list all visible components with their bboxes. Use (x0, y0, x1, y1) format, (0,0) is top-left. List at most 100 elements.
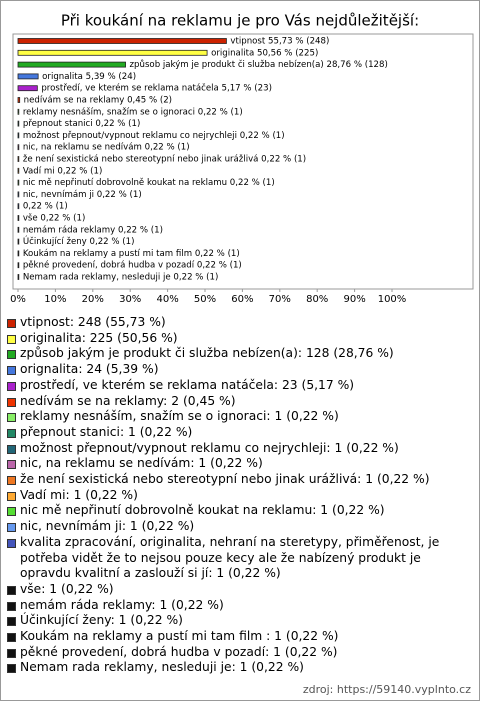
legend-label: Účinkující ženy: 1 (0,22 %) (20, 613, 183, 628)
legend-label: kvalita zpracování, originalita, nehraní… (20, 534, 440, 581)
bar (17, 179, 20, 186)
bar (17, 49, 208, 56)
legend-label: nic, na reklamu se nedívám: 1 (0,22 %) (20, 456, 263, 471)
legend-label: že není sexistická nebo stereotypní nebo… (20, 472, 430, 487)
legend-swatch (7, 523, 16, 533)
legend-item: nic, nevnímám ji: 1 (0,22 %) (7, 519, 469, 535)
legend-swatch (7, 476, 16, 486)
legend-item: nic, na reklamu se nedívám: 1 (0,22 %) (7, 456, 469, 472)
legend-item: originalita: 225 (50,56 %) (7, 331, 469, 347)
legend-item: nedívám se na reklamy: 2 (0,45 %) (7, 394, 469, 410)
legend-label: originalita: 225 (50,56 %) (20, 330, 178, 345)
legend-swatch (7, 444, 16, 454)
legend-label: nic mě nepřinutí dobrovolně koukat na re… (20, 503, 385, 518)
legend-swatch (7, 664, 16, 674)
bar (17, 132, 20, 139)
x-tick-label: 30% (119, 294, 141, 305)
legend: vtipnost: 248 (55,73 %) originalita: 225 … (7, 315, 469, 676)
legend-item: vše: 1 (0,22 %) (7, 582, 469, 598)
value-label: přepnout stanici 0,22 % (1) (23, 119, 141, 129)
legend-swatch (7, 413, 16, 423)
bar (17, 108, 20, 115)
legend-item: orignalita: 24 (5,39 %) (7, 362, 469, 378)
legend-label: nedívám se na reklamy: 2 (0,45 %) (20, 393, 236, 408)
chart: Při koukání na reklamu je pro Vás nejdůl… (10, 12, 474, 305)
legend-swatch (7, 381, 16, 391)
value-label: pěkné provedení, dobrá hudba v pozadí 0,… (23, 260, 242, 271)
bar (17, 156, 20, 162)
legend-label: vtipnost: 248 (55,73 %) (20, 315, 166, 329)
value-label: vtipnost 55,73 % (248) (230, 37, 329, 47)
bar (17, 238, 20, 245)
legend-swatch (7, 460, 16, 470)
legend-swatch (7, 648, 16, 658)
legend-label: vše: 1 (0,22 %) (20, 581, 114, 596)
value-label: nic, na reklamu se nedívám 0,22 % (1) (23, 143, 190, 153)
bar (17, 73, 39, 80)
legend-label: přepnout stanici: 1 (0,22 %) (20, 424, 193, 439)
legend-swatch (7, 334, 16, 344)
legend-swatch (7, 585, 16, 595)
x-tick-label: 20% (82, 294, 104, 305)
legend-label: nic, nevnímám ji: 1 (0,22 %) (20, 519, 195, 534)
legend-label: pěkné provedení, dobrá hudba v pozadí: 1… (20, 644, 338, 659)
x-tick-label: 80% (306, 294, 328, 305)
legend-label: možnost přepnout/vypnout reklamu co nejr… (20, 440, 399, 455)
value-label: že není sexistická nebo stereotypní nebo… (23, 155, 306, 165)
legend-item: kvalita zpracování, originalita, nehraní… (7, 535, 469, 582)
value-label: orignalita 5,39 % (24) (42, 72, 136, 82)
legend-label: prostředí, ve kterém se reklama natáčela… (20, 377, 355, 392)
legend-swatch (7, 538, 16, 548)
legend-item: Vadí mi: 1 (0,22 %) (7, 488, 469, 504)
legend-swatch (7, 617, 16, 627)
x-tick-label: 50% (194, 294, 216, 305)
legend-label: reklamy nesnáším, snažím se o ignoraci: … (20, 409, 339, 424)
legend-item: nic mě nepřinutí dobrovolně koukat na re… (7, 503, 469, 519)
legend-item: prostředí, ve kterém se reklama natáčela… (7, 378, 469, 394)
legend-swatch (7, 491, 16, 501)
bar (17, 262, 20, 269)
bar (17, 97, 21, 103)
legend-swatch (7, 428, 16, 438)
source: zdroj: https://59140.vyplnto.cz (302, 683, 471, 696)
chart-title: Při koukání na reklamu je pro Vás nejdůl… (61, 12, 419, 30)
legend-item: možnost přepnout/vypnout reklamu co nejr… (7, 441, 469, 457)
value-label: způsob jakým je produkt či služba nebíze… (130, 59, 388, 70)
bar (17, 85, 38, 92)
legend-item: Koukám na reklamy a pustí mi tam film : … (7, 629, 469, 645)
bar (17, 167, 20, 174)
bar (17, 38, 227, 44)
x-tick-label: 90% (343, 294, 365, 305)
legend-item: Účinkující ženy: 1 (0,22 %) (7, 613, 469, 629)
x-tick-label: 100% (378, 294, 407, 305)
legend-item: nemám ráda reklamy: 1 (0,22 %) (7, 598, 469, 614)
legend-label: Nemam rada reklamy, nesleduji je: 1 (0,2… (20, 660, 304, 675)
value-label: originalita 50,56 % (225) (211, 48, 318, 58)
legend-label: orignalita: 24 (5,39 %) (20, 362, 159, 377)
legend-label: Vadí mi: 1 (0,22 %) (20, 487, 138, 502)
legend-swatch (7, 319, 16, 328)
bar (17, 120, 20, 127)
value-label: Účinkující ženy 0,22 % (1) (23, 235, 135, 247)
value-label: nedívám se na reklamy 0,45 % (2) (24, 96, 172, 106)
value-label: nemám ráda reklamy 0,22 % (1) (23, 225, 163, 235)
legend-item: pěkné provedení, dobrá hudba v pozadí: 1… (7, 645, 469, 661)
legend-swatch (7, 507, 16, 517)
bar (17, 226, 20, 233)
value-label: reklamy nesnáším, snažím se o ignoraci 0… (23, 106, 243, 117)
legend-label: nemám ráda reklamy: 1 (0,22 %) (20, 597, 224, 612)
value-label: vše 0,22 % (1) (23, 213, 86, 224)
bar (17, 215, 20, 221)
value-label: Vadí mi 0,22 % (1) (23, 166, 102, 176)
bar (17, 203, 20, 210)
legend-label: způsob jakým je produkt či služba nebíze… (20, 346, 394, 361)
legend-swatch (7, 350, 16, 360)
bar (17, 144, 20, 151)
x-tick-label: 40% (156, 294, 178, 305)
legend-swatch (7, 601, 16, 611)
legend-item: přepnout stanici: 1 (0,22 %) (7, 425, 469, 441)
bar (17, 250, 20, 257)
plot-frame (12, 33, 474, 290)
value-label: Koukám na reklamy a pustí mi tam film 0,… (23, 249, 240, 259)
